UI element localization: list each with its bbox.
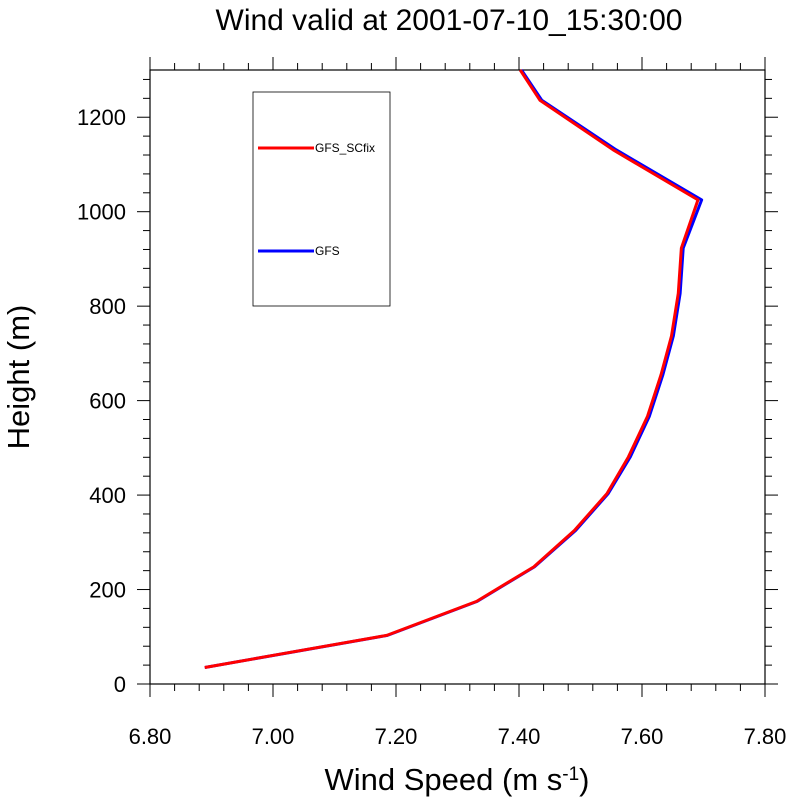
x-axis-label: Wind Speed (m s-1) xyxy=(325,762,590,797)
legend-box xyxy=(252,91,391,307)
x-tick-label: 7.60 xyxy=(621,724,664,749)
y-tick-label: 400 xyxy=(89,483,126,508)
chart-title: Wind valid at 2001-07-10_15:30:00 xyxy=(216,4,683,37)
x-tick-label: 7.40 xyxy=(498,724,541,749)
x-tick-labels: 6.80 7.00 7.20 7.40 7.60 7.80 xyxy=(129,724,787,749)
x-axis-label-superscript: -1 xyxy=(562,764,579,785)
legend-label-gfs-scfix: GFS_SCfix xyxy=(315,141,375,155)
y-tick-label: 1000 xyxy=(77,200,126,225)
plot-frame xyxy=(149,69,766,685)
x-tick-label: 7.00 xyxy=(252,724,295,749)
x-tick-label: 6.80 xyxy=(129,724,172,749)
y-tick-label: 600 xyxy=(89,389,126,414)
y-tick-label: 200 xyxy=(89,578,126,603)
y-tick-label: 1200 xyxy=(77,105,126,130)
y-axis-label: Height (m) xyxy=(1,305,36,450)
y-tick-label: 0 xyxy=(114,672,126,697)
x-tick-label: 7.80 xyxy=(744,724,787,749)
y-tick-labels: 0 200 400 600 800 1000 1200 xyxy=(77,105,126,697)
y-tick-label: 800 xyxy=(89,294,126,319)
x-tick-label: 7.20 xyxy=(375,724,418,749)
legend: GFS_SCfix GFS xyxy=(252,91,391,307)
series-line-gfs-scfix xyxy=(204,69,700,669)
series-layer xyxy=(204,69,704,669)
legend-label-gfs: GFS xyxy=(315,244,340,258)
axis-ticks xyxy=(137,57,778,697)
